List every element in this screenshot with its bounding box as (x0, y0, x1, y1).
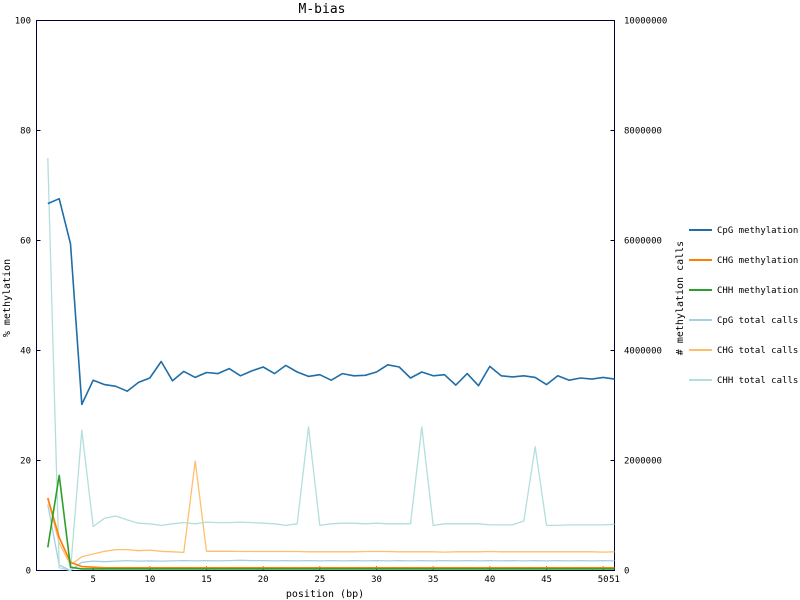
x-axis-label: position (bp) (286, 589, 364, 600)
y-tick-label: 60 (20, 237, 31, 247)
x-tick-label: 10 (144, 575, 155, 585)
plot-area (36, 20, 615, 571)
x-tick-label: 5 (90, 575, 95, 585)
legend-label: CHH methylation (717, 286, 798, 296)
y-tick-label: 20 (20, 457, 31, 467)
x-tick-label: 50 (598, 575, 609, 585)
y-axis-label: % methylation (2, 259, 13, 337)
y2-tick-label: 4000000 (624, 347, 662, 357)
chart-title: M-bias (299, 2, 346, 17)
y-tick-label: 40 (20, 347, 31, 357)
legend-label: CHH total calls (717, 376, 798, 386)
x-tick-label: 51 (609, 575, 620, 585)
series-line-chh-methylation (47, 474, 615, 570)
series-line-chg-methylation (47, 497, 615, 569)
x-tick-label: 45 (541, 575, 552, 585)
y-tick-label: 0 (26, 567, 31, 577)
x-tick-label: 25 (314, 575, 325, 585)
series-line-cpg-total-calls (47, 504, 615, 572)
legend-label: CHG total calls (717, 346, 798, 356)
x-tick-label: 40 (484, 575, 495, 585)
y-tick-label: 100 (15, 17, 31, 27)
y2-tick-label: 8000000 (624, 127, 662, 137)
x-tick-label: 35 (428, 575, 439, 585)
y2-tick-label: 0 (624, 567, 629, 577)
legend-label: CpG total calls (717, 316, 798, 326)
y2-tick-label: 2000000 (624, 457, 662, 467)
y2-tick-label: 10000000 (624, 17, 667, 27)
legend-label: CpG methylation (717, 226, 798, 236)
x-tick-label: 30 (371, 575, 382, 585)
series-line-chh-total-calls (47, 157, 615, 572)
y-tick-label: 80 (20, 127, 31, 137)
legend-label: CHG methylation (717, 256, 798, 266)
series-line-chg-total-calls (47, 460, 615, 566)
series-line-cpg-methylation (47, 197, 615, 406)
x-tick-label: 15 (201, 575, 212, 585)
x-tick-label: 20 (258, 575, 269, 585)
y2-tick-label: 6000000 (624, 237, 662, 247)
y2-axis-label: # methylation calls (675, 241, 686, 355)
